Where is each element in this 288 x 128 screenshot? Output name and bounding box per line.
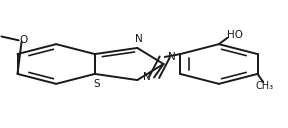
Text: N: N xyxy=(168,52,176,62)
Text: N: N xyxy=(135,34,143,44)
Text: S: S xyxy=(93,78,100,89)
Text: N: N xyxy=(143,72,151,82)
Text: HO: HO xyxy=(227,30,243,40)
Text: O: O xyxy=(19,35,27,45)
Text: CH₃: CH₃ xyxy=(256,81,274,91)
